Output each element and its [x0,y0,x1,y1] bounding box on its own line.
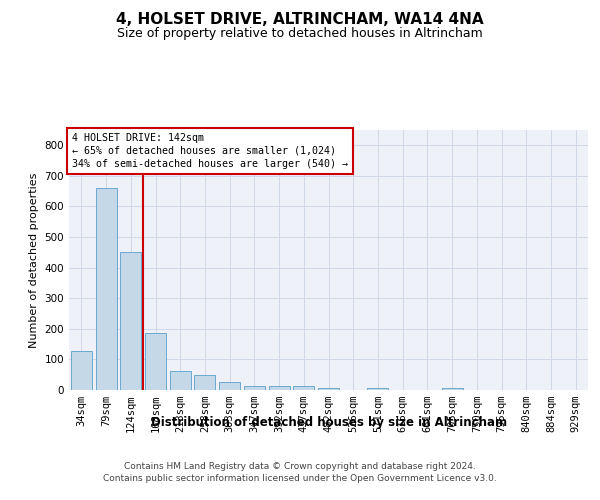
Bar [318,388,339,390]
Y-axis label: Number of detached properties: Number of detached properties [29,172,39,348]
Text: Contains HM Land Registry data © Crown copyright and database right 2024.
Contai: Contains HM Land Registry data © Crown c… [103,462,497,483]
Bar [442,388,463,390]
Bar [95,188,116,390]
Bar [145,334,166,390]
Bar [244,386,265,390]
Bar [219,382,240,390]
Bar [120,252,141,390]
Bar [367,388,388,390]
Bar [194,376,215,390]
Text: 4 HOLSET DRIVE: 142sqm
← 65% of detached houses are smaller (1,024)
34% of semi-: 4 HOLSET DRIVE: 142sqm ← 65% of detached… [71,132,347,169]
Bar [71,351,92,390]
Text: Size of property relative to detached houses in Altrincham: Size of property relative to detached ho… [117,28,483,40]
Text: 4, HOLSET DRIVE, ALTRINCHAM, WA14 4NA: 4, HOLSET DRIVE, ALTRINCHAM, WA14 4NA [116,12,484,28]
Bar [170,370,191,390]
Bar [269,386,290,390]
Text: Distribution of detached houses by size in Altrincham: Distribution of detached houses by size … [151,416,507,429]
Bar [293,386,314,390]
